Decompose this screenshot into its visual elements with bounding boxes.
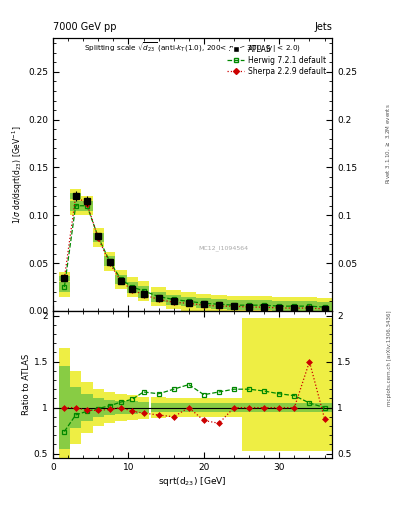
Text: Splitting scale $\sqrt{d_{23}}$ (anti-$k_T$(1.0), 200< $p_T$ < 300, |y| < 2.0): Splitting scale $\sqrt{d_{23}}$ (anti-$k… [84, 41, 301, 55]
Y-axis label: Ratio to ATLAS: Ratio to ATLAS [22, 354, 31, 415]
Y-axis label: 1/$\sigma$ d$\sigma$/dsqrt(d$_{23}$) [GeV$^{-1}$]: 1/$\sigma$ d$\sigma$/dsqrt(d$_{23}$) [Ge… [11, 125, 25, 224]
Legend: ATLAS, Herwig 7.2.1 default, Sherpa 2.2.9 default: ATLAS, Herwig 7.2.1 default, Sherpa 2.2.… [225, 42, 328, 78]
Text: MC12_I1094564: MC12_I1094564 [198, 245, 248, 251]
Text: 7000 GeV pp: 7000 GeV pp [53, 22, 117, 32]
Text: Jets: Jets [314, 22, 332, 32]
Text: mcplots.cern.ch [arXiv:1306.3436]: mcplots.cern.ch [arXiv:1306.3436] [387, 311, 392, 406]
X-axis label: sqrt(d$_{23}$) [GeV]: sqrt(d$_{23}$) [GeV] [158, 475, 227, 488]
Text: Rivet 3.1.10, $\geq$ 3.2M events: Rivet 3.1.10, $\geq$ 3.2M events [385, 103, 392, 184]
